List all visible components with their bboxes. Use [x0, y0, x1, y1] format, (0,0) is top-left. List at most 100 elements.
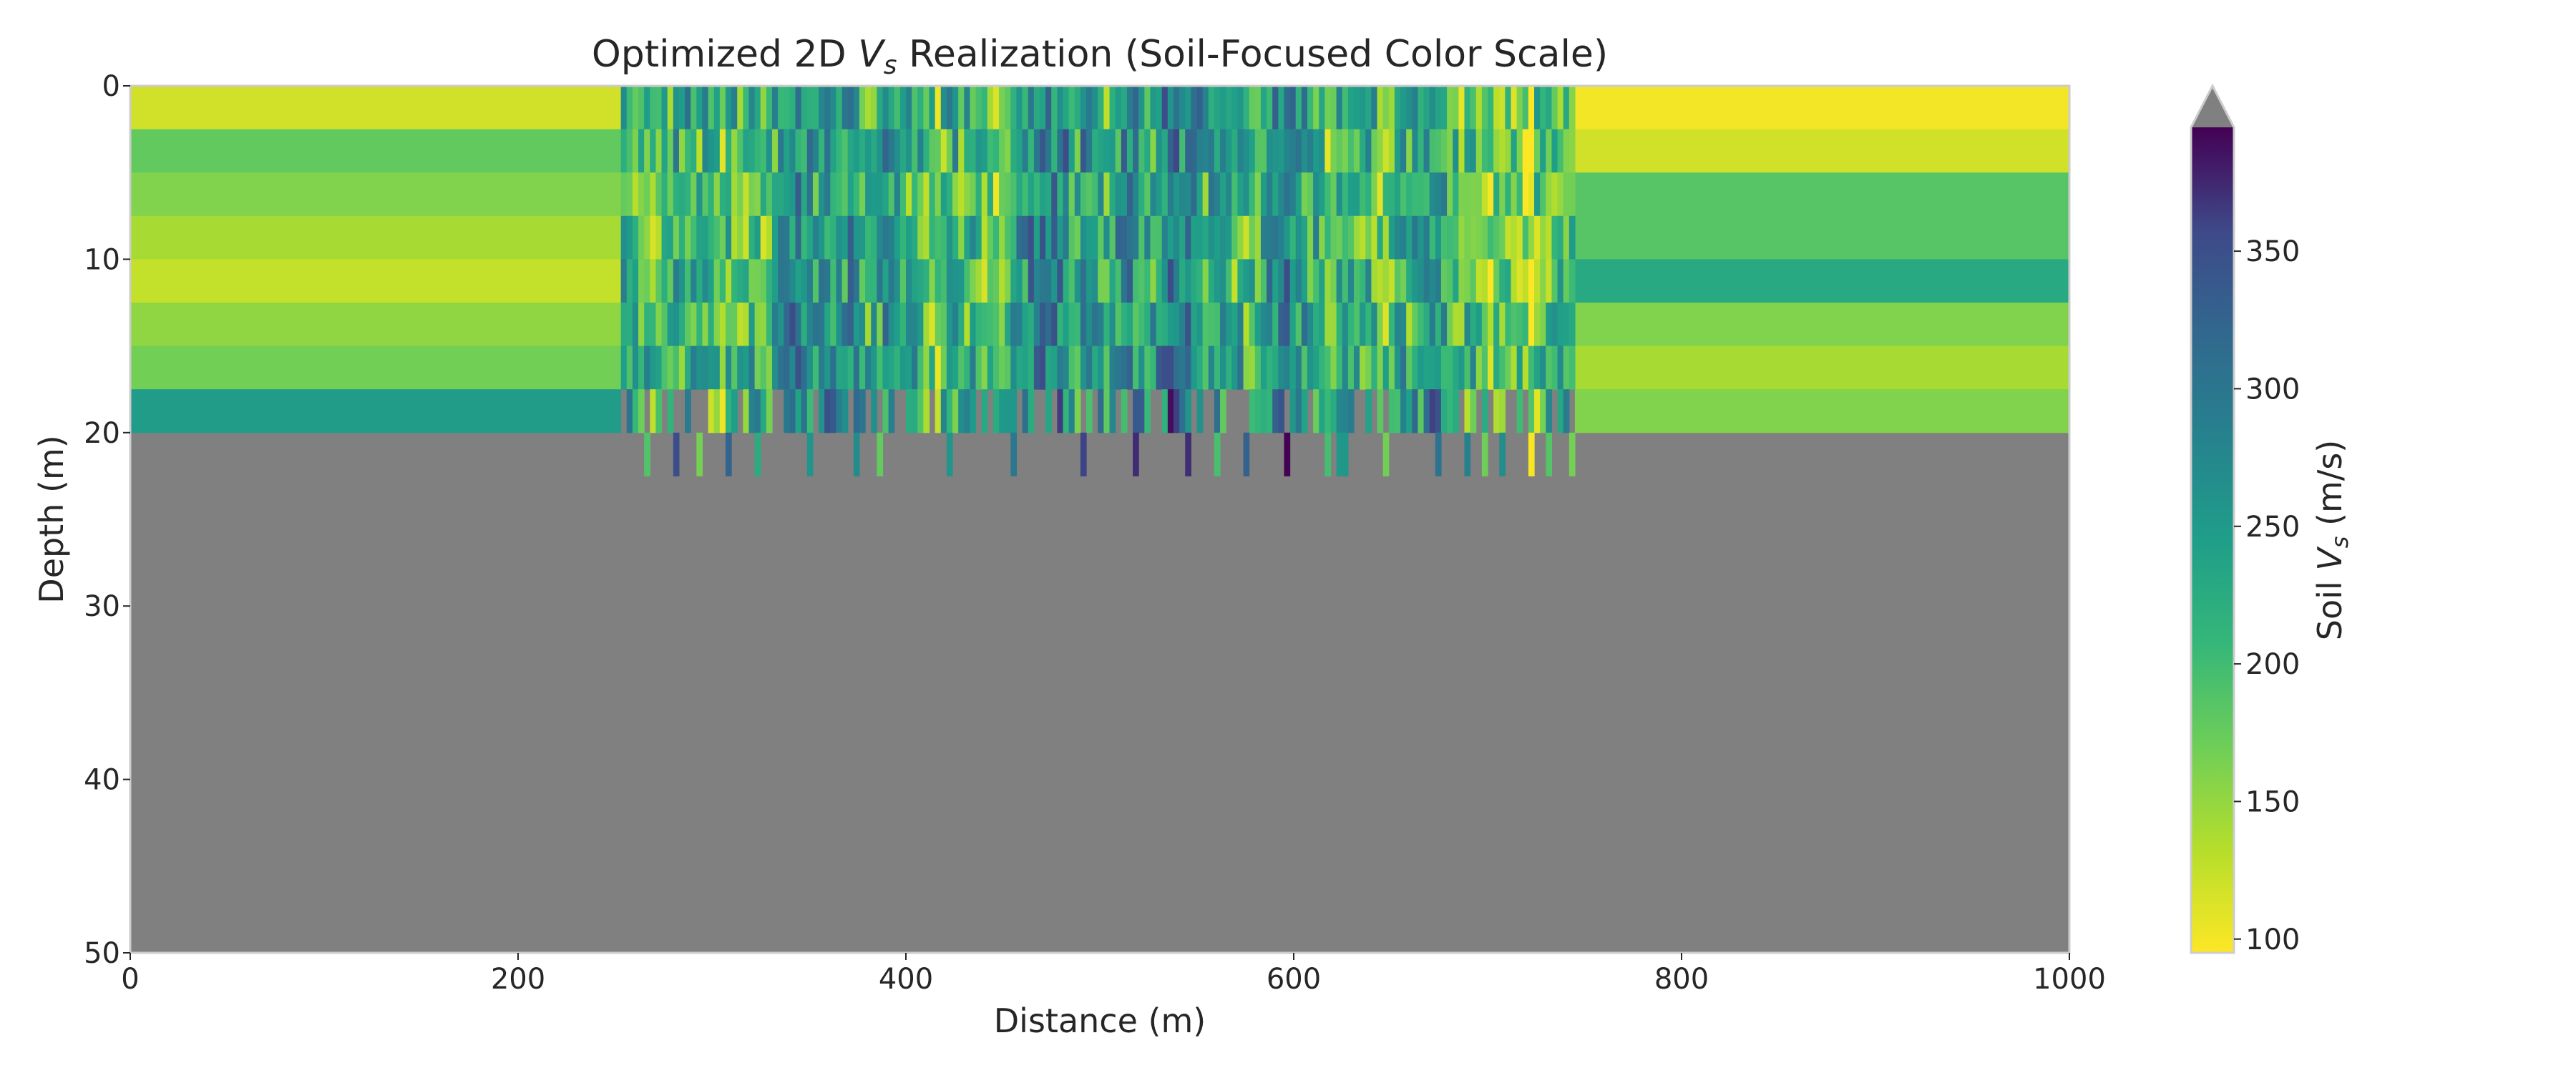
vs-cell	[778, 172, 784, 217]
vs-cell	[923, 303, 930, 347]
vs-cell	[1063, 215, 1070, 260]
vs-cell	[1418, 129, 1425, 173]
vs-cell	[906, 215, 912, 260]
vs-cell	[1347, 303, 1355, 347]
vs-cell	[1005, 259, 1011, 303]
vs-cell	[661, 303, 668, 347]
vs-cell	[975, 129, 982, 173]
vs-cell	[882, 129, 889, 173]
vs-cell	[1237, 215, 1244, 260]
vs-cell	[1144, 259, 1151, 303]
vs-cell	[1214, 303, 1221, 347]
vs-cell	[754, 259, 761, 303]
vs-cell	[644, 172, 650, 217]
vs-cell	[1342, 259, 1349, 303]
vs-cell	[970, 389, 977, 433]
vs-cell	[1028, 129, 1035, 173]
vs-cell	[1185, 172, 1191, 217]
vs-cell	[1429, 172, 1436, 217]
vs-cell	[766, 86, 773, 130]
vs-cell	[1254, 346, 1262, 390]
vs-cell	[1551, 259, 1558, 303]
vs-cell	[789, 172, 796, 217]
vs-cell	[1167, 346, 1174, 390]
vs-cell	[1191, 215, 1198, 260]
vs-cell	[1557, 389, 1564, 433]
vs-cell	[1568, 303, 1576, 347]
vs-cell	[940, 346, 947, 390]
vs-cell	[801, 86, 808, 130]
vs-cell	[1068, 259, 1075, 303]
vs-cell	[766, 259, 773, 303]
vs-cell	[655, 215, 663, 260]
vs-cell	[725, 303, 732, 347]
vs-cell	[1429, 129, 1436, 173]
vs-cell	[1121, 172, 1128, 217]
vs-cell	[1499, 303, 1506, 347]
vs-cell	[859, 86, 866, 130]
vs-cell	[1568, 259, 1576, 303]
vs-cell	[784, 389, 790, 433]
vs-cell	[1109, 346, 1116, 390]
vs-cell	[830, 215, 837, 260]
vs-cell	[1074, 389, 1081, 433]
vs-cell	[673, 346, 680, 390]
vs-cell	[1103, 129, 1111, 173]
vs-cell	[1360, 86, 1366, 130]
vs-cell	[1382, 129, 1390, 173]
vs-cell	[1360, 259, 1366, 303]
plot-frame	[129, 84, 2071, 954]
vs-cell	[1237, 129, 1244, 173]
vs-cell	[1418, 86, 1425, 130]
vs-cell	[1295, 86, 1302, 130]
vs-cell	[696, 172, 703, 217]
y-axis-label: Depth (m)	[32, 435, 71, 603]
vs-cell	[1388, 389, 1395, 433]
vs-cell	[1051, 129, 1058, 173]
vs-cell	[626, 172, 633, 217]
vs-cell	[1319, 172, 1325, 217]
vs-cell	[760, 303, 767, 347]
vs-cell	[946, 346, 953, 390]
vs-cell	[1016, 215, 1023, 260]
vs-cell	[1511, 259, 1518, 303]
vs-cell	[906, 346, 912, 390]
vs-cell	[1267, 303, 1273, 347]
vs-cell	[1435, 172, 1442, 217]
vs-cell	[731, 172, 738, 217]
vs-cell	[789, 259, 796, 303]
vs-cell	[1295, 389, 1302, 433]
vs-cell	[865, 303, 872, 347]
vs-cell	[1226, 346, 1232, 390]
vs-cell	[836, 86, 843, 130]
vs-cell	[981, 303, 988, 347]
vs-cell	[865, 346, 872, 390]
vs-cell	[1063, 86, 1070, 130]
vs-cell	[1301, 259, 1308, 303]
vs-cell	[1505, 172, 1512, 217]
vs-cell	[1418, 172, 1425, 217]
vs-cell	[702, 129, 709, 173]
vs-cell	[626, 129, 633, 173]
vs-cell	[952, 259, 959, 303]
vs-cell	[1528, 172, 1535, 217]
vs-cell	[1074, 215, 1081, 260]
vs-cell	[1185, 346, 1191, 390]
vs-cell	[760, 86, 767, 130]
vs-cell	[1074, 86, 1081, 130]
vs-cell	[1068, 346, 1075, 390]
vs-cell	[964, 172, 971, 217]
vs-cell	[1453, 303, 1459, 347]
vs-cell	[650, 303, 657, 347]
vs-cell	[801, 172, 808, 217]
vs-cell	[1347, 172, 1355, 217]
vs-cell	[1388, 86, 1395, 130]
vs-cell	[1400, 346, 1407, 390]
vs-cell	[946, 129, 953, 173]
vs-cell	[1511, 129, 1518, 173]
vs-cell	[1516, 259, 1523, 303]
vs-cell	[1016, 259, 1023, 303]
vs-cell	[841, 215, 849, 260]
vs-cell	[1516, 303, 1523, 347]
vs-cell	[1121, 129, 1128, 173]
